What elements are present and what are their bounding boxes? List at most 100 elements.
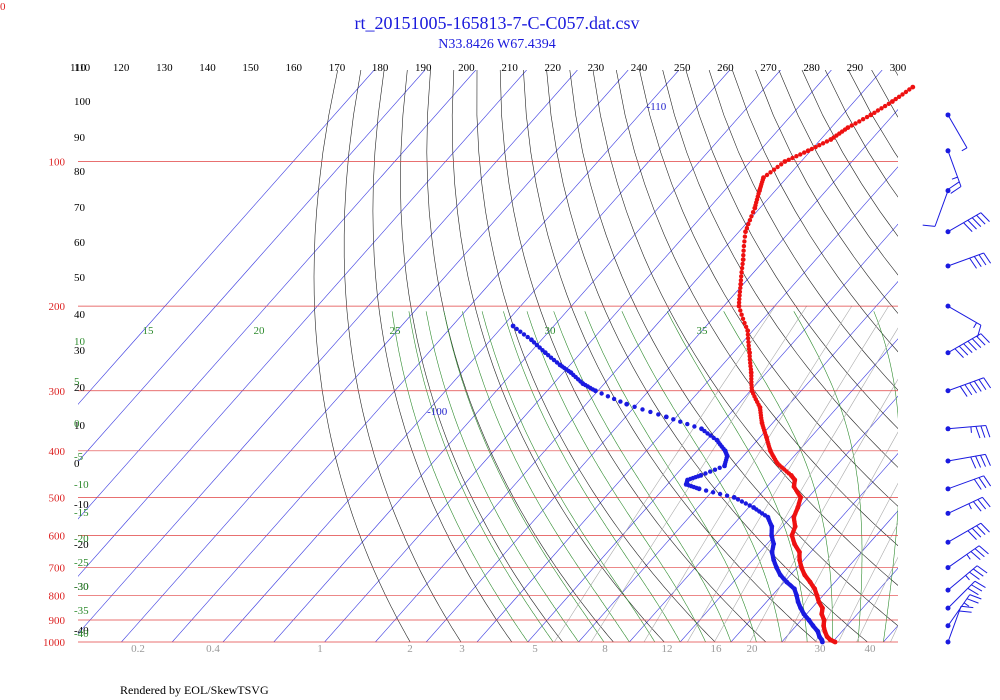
moist-adiabat-line (793, 311, 863, 642)
wind-barb-half-flag (966, 554, 971, 560)
dewpoint-point (548, 355, 554, 360)
top-axis-label: 190 (415, 62, 432, 74)
mixing-ratio-line (714, 327, 898, 642)
wind-barb-flag (948, 181, 960, 190)
top-axis-label: 180 (372, 62, 389, 74)
isotherm-line (171, 70, 680, 642)
mixing-ratio-label: 3 (459, 643, 465, 655)
moist-adiabat-label: -35 (74, 605, 89, 617)
wind-barb-staff (947, 594, 971, 627)
top-axis-label: 240 (631, 62, 648, 74)
dewpoint-point (702, 428, 707, 434)
wind-barb-flag (978, 545, 989, 555)
wind-barb-flag (969, 257, 977, 269)
wind-barb-flag (983, 377, 992, 389)
temperature-point (900, 92, 905, 97)
isotherm-line (324, 70, 832, 642)
dewpoint-point (678, 419, 683, 424)
wind-barb (945, 605, 974, 645)
dewpoint-point (571, 372, 576, 378)
wind-barb-flag (970, 456, 977, 469)
wind-barb-half-flag (970, 426, 972, 433)
top-axis-label: 230 (588, 62, 605, 74)
temperature-point (872, 110, 877, 116)
dewpoint-point (534, 342, 540, 348)
wind-barb-flag (978, 254, 987, 266)
dry-adiabat-label: 100 (74, 96, 91, 108)
mixing-ratio-label: 40 (865, 643, 877, 655)
dry-adiabat-label: 30 (74, 345, 86, 357)
temperature-point (746, 339, 751, 345)
pressure-label: 800 (49, 590, 66, 602)
moist-adiabat-line (934, 311, 1000, 642)
wind-barb-flag (975, 426, 981, 439)
temperature-point (849, 123, 854, 128)
dewpoint-point (624, 401, 630, 407)
temperature-point (817, 143, 822, 148)
top-axis-label: 120 (113, 62, 130, 74)
moist-adiabat-top-label: 30 (545, 325, 557, 337)
pressure-label: 200 (49, 301, 66, 313)
temperature-point (860, 117, 866, 122)
dry-adiabat-line (708, 70, 898, 391)
wind-barb-flag (980, 333, 990, 343)
dewpoint-point (611, 396, 617, 402)
isotherm-line (730, 453, 898, 642)
pressure-label: 400 (49, 446, 66, 458)
moist-adiabat-top-label: 15 (143, 325, 155, 337)
dewpoint-point (540, 348, 545, 353)
wind-barb (945, 333, 990, 358)
dewpoint-point (716, 440, 721, 445)
temperature-point (910, 84, 916, 90)
temperature-point (857, 119, 862, 124)
wind-barb-flag (977, 499, 987, 510)
wind-barb-flag (975, 455, 982, 468)
mixing-ratio-line (838, 522, 898, 642)
mixing-ratio-label: 1 (317, 643, 323, 655)
wind-barb-flag (983, 475, 992, 487)
dry-adiabat-line (592, 70, 898, 586)
dry-adiabat-line (616, 70, 898, 547)
temperature-point (790, 155, 795, 161)
wind-barb-flag (978, 379, 987, 391)
moist-adiabat-line (391, 311, 529, 642)
temperature-point (747, 218, 753, 223)
mixing-ratio-line (815, 482, 898, 642)
wind-barb-flag (969, 594, 982, 600)
isotherm-line (78, 70, 426, 463)
mixing-ratio-label: 0.2 (131, 643, 145, 655)
dewpoint-point (717, 465, 722, 470)
mixing-ratio-label: 30 (815, 643, 827, 655)
temperature-point (764, 172, 770, 178)
dewpoint-point (525, 334, 530, 340)
temperature-point (794, 154, 799, 159)
temperature-point (748, 364, 753, 369)
dewpoint-point (685, 421, 690, 427)
dewpoint-point (743, 501, 748, 506)
mixing-ratio-line (915, 306, 1000, 642)
isotherm-line (781, 510, 898, 642)
dewpoint-point (648, 409, 653, 415)
dewpoint-point (770, 551, 775, 556)
wind-barb-flag (972, 568, 984, 577)
wind-barb-staff (947, 453, 986, 462)
moist-adiabat-top-label: 20 (254, 325, 266, 337)
footer-credit: Rendered by EOL/SkewTSVG (120, 683, 269, 697)
isotherm-line (527, 223, 898, 642)
mixing-ratio-line (890, 625, 898, 642)
dry-adiabat-line (400, 70, 563, 642)
temperature-point (789, 473, 794, 479)
temperature-point (739, 312, 744, 317)
wind-barb (945, 212, 990, 235)
dry-adiabat-line (918, 70, 1000, 642)
wind-barb-half-flag (965, 575, 970, 581)
dewpoint-point (717, 491, 723, 497)
temperature-point (745, 336, 751, 341)
dewpoint-point (518, 329, 523, 334)
pressure-label: 300 (49, 386, 66, 398)
temperature-point (853, 121, 858, 126)
dry-adiabat-line (685, 70, 898, 430)
dry-adiabat-line (824, 70, 898, 198)
wind-barb-staff (947, 114, 968, 149)
